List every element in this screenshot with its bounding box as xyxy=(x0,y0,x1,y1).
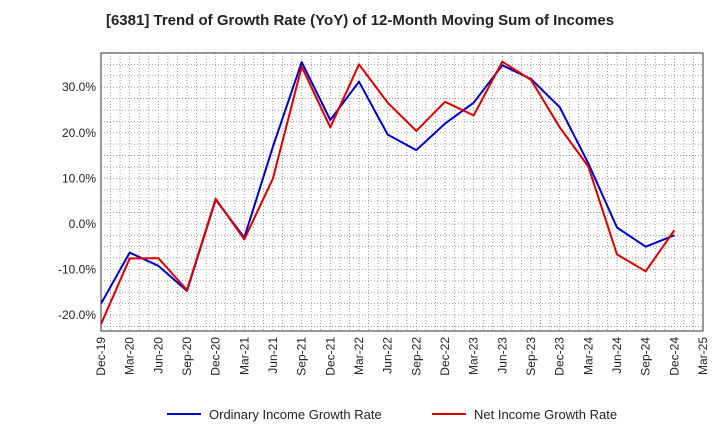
x-tick-label: Mar-24 xyxy=(581,337,595,375)
x-tick-label: Jun-21 xyxy=(266,337,280,374)
x-tick-label: Jun-22 xyxy=(381,337,395,374)
chart-title: [6381] Trend of Growth Rate (YoY) of 12-… xyxy=(105,12,615,29)
grid-layer xyxy=(100,52,704,331)
y-axis-tick-labels: -20.0% -10.0% 0.0% 10.0% 20.0% 30.0% xyxy=(58,80,96,322)
x-tick-label: Sep-23 xyxy=(524,337,538,376)
x-tick-label: Mar-20 xyxy=(123,337,137,375)
x-tick-label: Sep-20 xyxy=(180,337,194,376)
x-tick-label: Jun-23 xyxy=(495,337,509,374)
x-tick-label: Jun-24 xyxy=(610,337,624,374)
x-tick-label: Mar-22 xyxy=(352,337,366,375)
y-tick-label: -10.0% xyxy=(58,262,96,276)
x-tick-label: Jun-20 xyxy=(151,337,165,374)
y-tick-label: 10.0% xyxy=(62,171,96,185)
x-tick-label: Sep-22 xyxy=(409,337,423,376)
x-tick-label: Dec-21 xyxy=(323,337,337,376)
x-tick-label: Sep-21 xyxy=(295,337,309,376)
x-tick-label: Dec-19 xyxy=(94,337,108,376)
x-tick-label: Dec-23 xyxy=(553,337,567,376)
x-tick-label: Mar-25 xyxy=(696,337,710,375)
legend-label-2: Net Income Growth Rate xyxy=(474,407,617,422)
legend: Ordinary Income Growth Rate Net Income Gr… xyxy=(167,407,617,422)
x-tick-label: Dec-24 xyxy=(667,337,681,376)
series-line-2 xyxy=(100,60,676,325)
y-tick-label: -20.0% xyxy=(58,308,96,322)
x-tick-label: Dec-20 xyxy=(209,337,223,376)
y-tick-label: 20.0% xyxy=(62,126,96,140)
y-tick-label: 0.0% xyxy=(69,217,97,231)
x-tick-label: Mar-21 xyxy=(237,337,251,375)
series-layer xyxy=(100,60,676,325)
plot-frame xyxy=(100,52,704,332)
x-tick-label: Sep-24 xyxy=(639,337,653,376)
y-tick-label: 30.0% xyxy=(62,80,96,94)
x-axis-tick-labels: Dec-19 Mar-20 Jun-20 Sep-20 Dec-20 Mar-21 Jun-… xyxy=(94,337,710,376)
x-tick-label: Dec-22 xyxy=(438,337,452,376)
legend-label-1: Ordinary Income Growth Rate xyxy=(209,407,382,422)
x-tick-label: Mar-23 xyxy=(467,337,481,375)
